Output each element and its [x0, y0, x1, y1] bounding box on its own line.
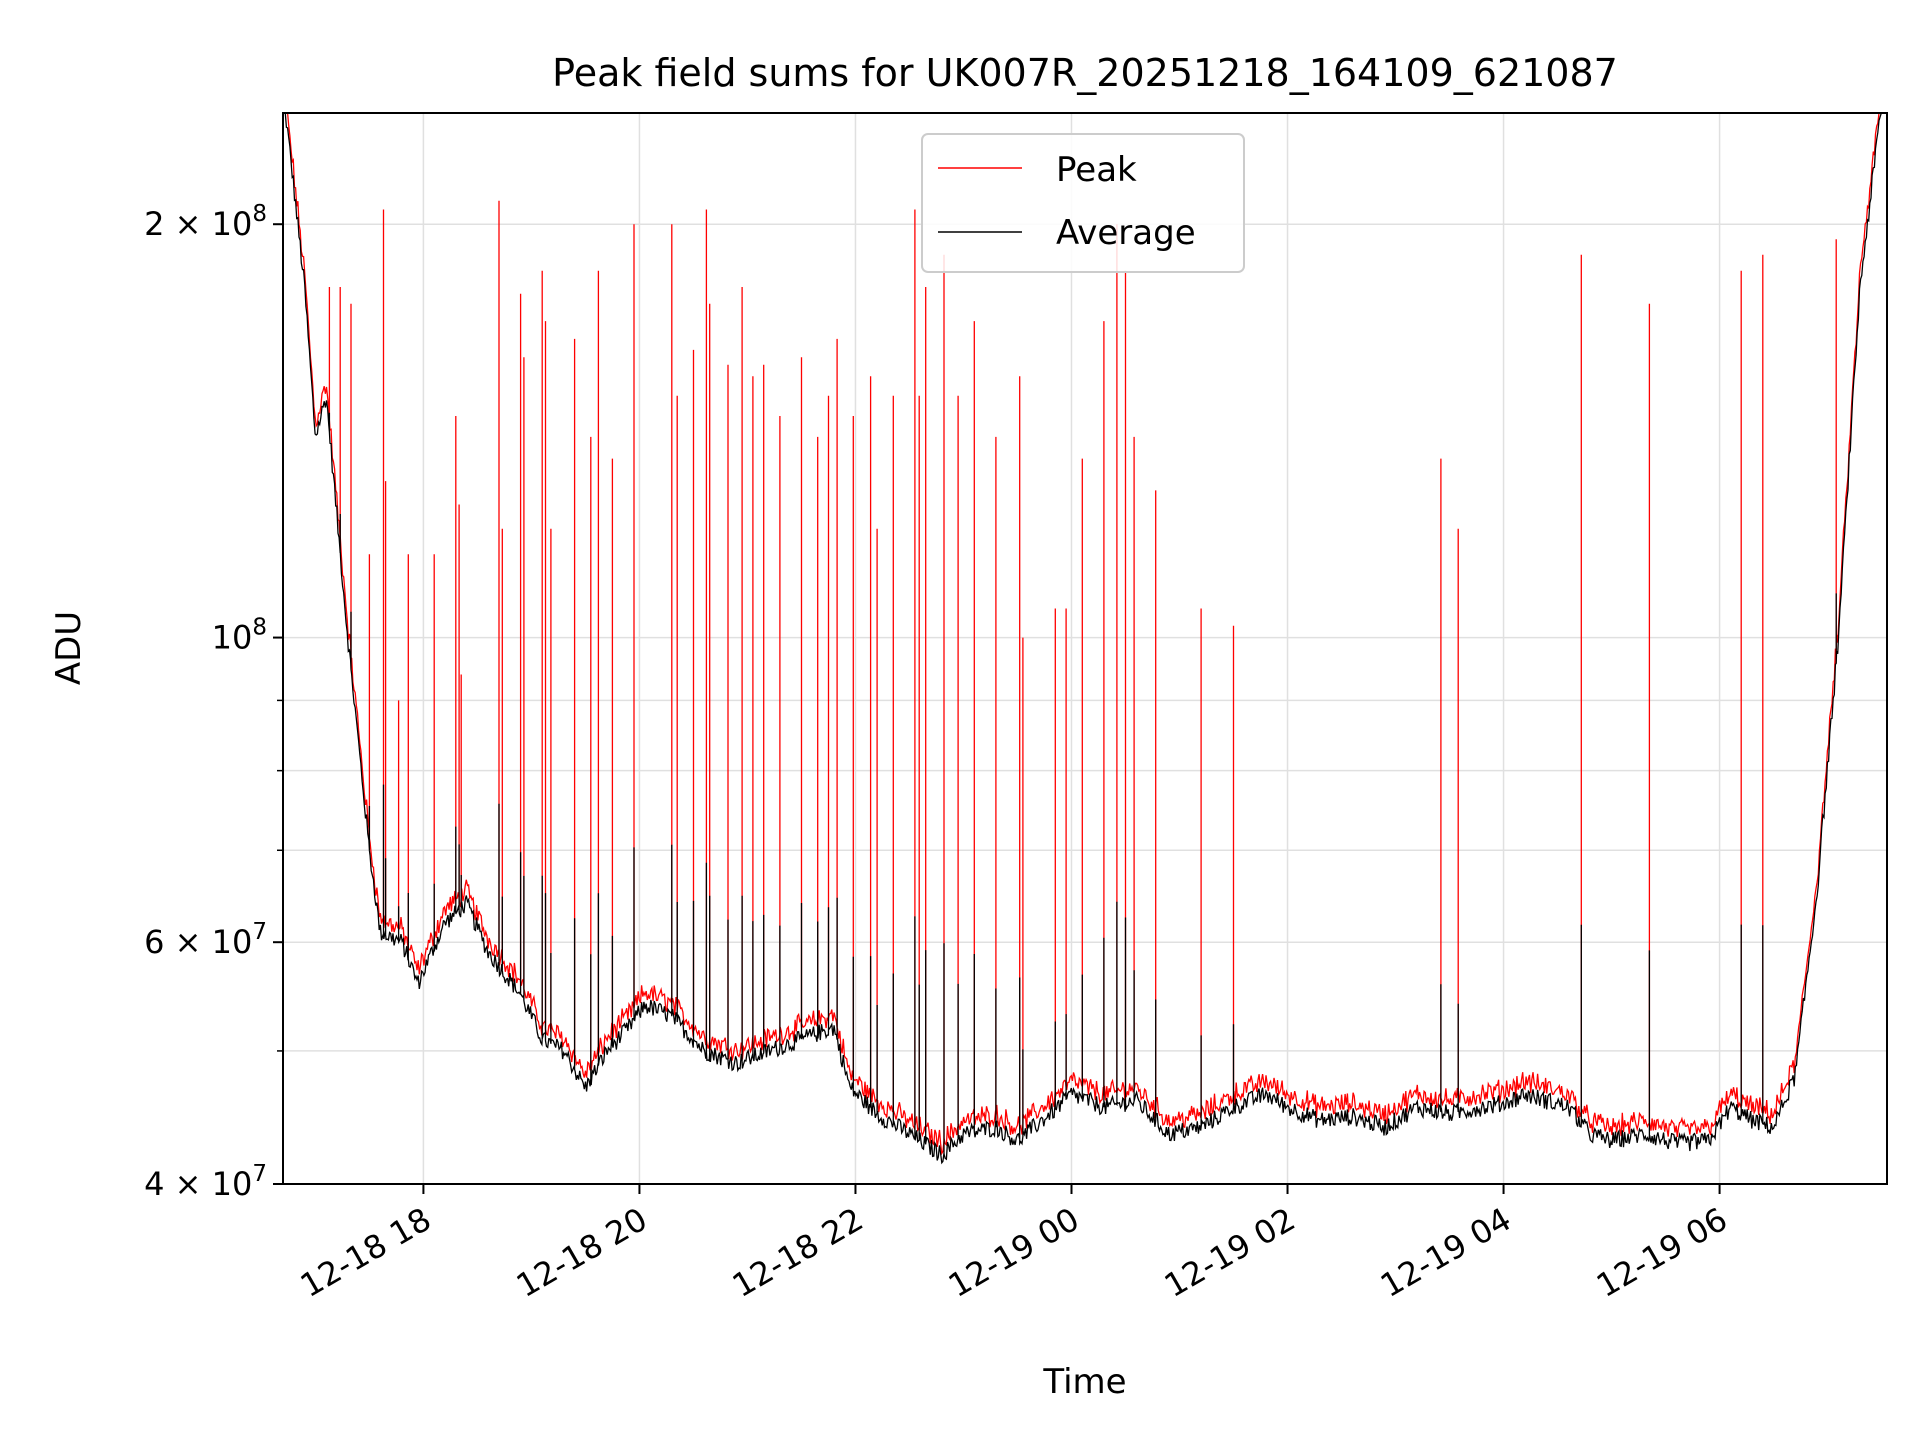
plot-frame [282, 112, 1888, 1185]
y-axis-label: ADU [49, 611, 89, 685]
y-tick-label: 108 [212, 615, 267, 657]
series-line-average [283, 112, 1887, 1165]
x-axis-label: Time [1042, 1362, 1126, 1402]
y-axis-ticks: 4 × 107 6 × 107 108 2 × 108 [144, 201, 283, 1203]
x-tick-label: 12-19 00 [942, 1200, 1086, 1305]
x-tick-label: 12-18 18 [294, 1200, 438, 1305]
grid-lines [283, 113, 1887, 1185]
legend-label-average: Average [1056, 213, 1196, 253]
y-tick-label: 2 × 108 [144, 201, 267, 243]
x-tick-label: 12-19 06 [1590, 1200, 1734, 1305]
x-tick-label: 12-19 02 [1158, 1200, 1302, 1305]
y-tick-label: 6 × 107 [144, 919, 267, 961]
x-tick-label: 12-19 04 [1374, 1200, 1518, 1305]
plot-series [283, 112, 1887, 1165]
legend: Peak Average [921, 133, 1245, 273]
series-line-peak [283, 112, 1887, 1156]
y-tick-label: 4 × 107 [144, 1161, 267, 1203]
chart-title: Peak field sums for UK007R_20251218_1641… [552, 51, 1618, 95]
legend-label-peak: Peak [1056, 150, 1137, 190]
x-axis-ticks: 12-18 18 12-18 20 12-18 22 12-19 00 12-19 02… [294, 1184, 1734, 1305]
x-tick-label: 12-18 20 [510, 1200, 654, 1305]
x-tick-label: 12-18 22 [726, 1200, 870, 1305]
